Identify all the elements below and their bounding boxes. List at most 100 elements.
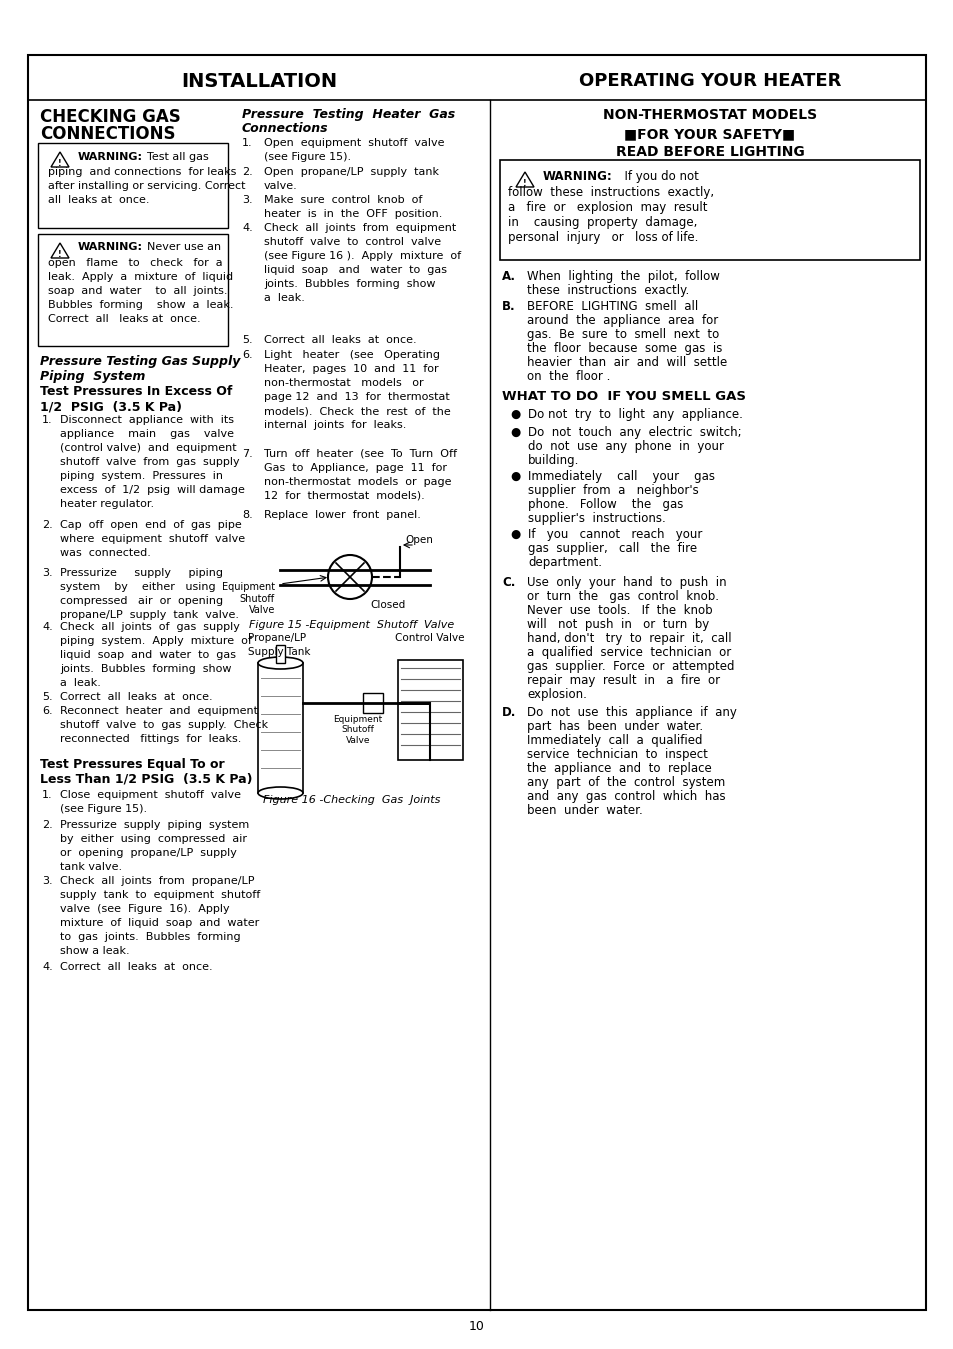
Text: Never  use  tools.   If  the  knob: Never use tools. If the knob [526, 604, 712, 616]
Text: heavier  than  air  and  will  settle: heavier than air and will settle [526, 356, 726, 370]
Text: 1.: 1. [42, 415, 52, 425]
Text: follow  these  instructions  exactly,: follow these instructions exactly, [507, 186, 714, 200]
Text: joints.  Bubbles  forming  show: joints. Bubbles forming show [264, 279, 435, 289]
Text: READ BEFORE LIGHTING: READ BEFORE LIGHTING [615, 144, 803, 159]
Text: (see Figure 15).: (see Figure 15). [264, 152, 351, 162]
Text: explosion.: explosion. [526, 688, 586, 701]
Text: ●: ● [510, 527, 519, 541]
Text: building.: building. [527, 455, 578, 467]
Text: ●: ● [510, 407, 519, 421]
Text: piping  system.  Pressures  in: piping system. Pressures in [60, 471, 223, 482]
Text: Pressurize  supply  piping  system: Pressurize supply piping system [60, 820, 249, 830]
Text: gas  supplier.  Force  or  attempted: gas supplier. Force or attempted [526, 660, 734, 673]
Text: mixture  of  liquid  soap  and  water: mixture of liquid soap and water [60, 919, 259, 928]
Text: page 12  and  13  for  thermostat: page 12 and 13 for thermostat [264, 393, 449, 402]
Text: piping  system.  Apply  mixture  of: piping system. Apply mixture of [60, 635, 252, 646]
Text: WARNING:: WARNING: [542, 170, 612, 183]
Polygon shape [51, 243, 69, 258]
Text: Do not  try  to  light  any  appliance.: Do not try to light any appliance. [527, 407, 742, 421]
Text: been  under  water.: been under water. [526, 804, 642, 817]
Text: personal  injury   or   loss of life.: personal injury or loss of life. [507, 231, 698, 244]
Text: was  connected.: was connected. [60, 548, 151, 558]
Text: part  has  been  under  water.: part has been under water. [526, 720, 702, 733]
Text: 2.: 2. [42, 519, 52, 530]
Text: a  leak.: a leak. [60, 679, 101, 688]
Text: 10: 10 [469, 1321, 484, 1333]
Text: these  instructions  exactly.: these instructions exactly. [526, 285, 688, 297]
Text: Never use an: Never use an [140, 241, 221, 252]
Text: or  turn  the   gas  control  knob.: or turn the gas control knob. [526, 590, 719, 603]
Text: 8.: 8. [242, 510, 253, 519]
Text: propane/LP  supply  tank  valve.: propane/LP supply tank valve. [60, 610, 239, 621]
Text: repair  may  result  in   a  fire  or: repair may result in a fire or [526, 674, 720, 687]
Text: internal  joints  for  leaks.: internal joints for leaks. [264, 420, 406, 430]
Text: Open  propane/LP  supply  tank: Open propane/LP supply tank [264, 167, 438, 177]
Text: a   fire  or   explosion  may  result: a fire or explosion may result [507, 201, 707, 214]
Polygon shape [516, 173, 534, 188]
Text: Reconnect  heater  and  equipment: Reconnect heater and equipment [60, 706, 257, 716]
Text: 3.: 3. [242, 196, 253, 205]
Text: WARNING:: WARNING: [78, 241, 143, 252]
Text: 5.: 5. [242, 335, 253, 345]
Text: Bubbles  forming    show  a  leak.: Bubbles forming show a leak. [48, 299, 233, 310]
Text: shutoff  valve  from  gas  supply: shutoff valve from gas supply [60, 457, 239, 467]
Text: Pressure  Testing  Heater  Gas: Pressure Testing Heater Gas [242, 108, 455, 121]
Text: Equipment
Shutoff
Valve: Equipment Shutoff Valve [333, 715, 382, 745]
Text: Correct  all  leaks  at  once.: Correct all leaks at once. [60, 962, 213, 973]
Text: 2.: 2. [242, 167, 253, 177]
Text: hand, don't   try  to  repair  it,  call: hand, don't try to repair it, call [526, 631, 731, 645]
Text: tank valve.: tank valve. [60, 862, 122, 871]
Bar [257, 662, 303, 793]
Text: Control Valve: Control Valve [395, 633, 464, 643]
Text: supply  tank  to  equipment  shutoff: supply tank to equipment shutoff [60, 890, 260, 900]
Text: Turn  off  heater  (see  To  Turn  Off: Turn off heater (see To Turn Off [264, 449, 456, 459]
Text: Check  all  joints  from  propane/LP: Check all joints from propane/LP [60, 876, 254, 886]
Text: 4.: 4. [42, 622, 52, 631]
Text: non-thermostat   models   or: non-thermostat models or [264, 378, 423, 389]
Text: supplier  from  a   neighbor's: supplier from a neighbor's [527, 484, 698, 496]
Text: a  qualified  service  technician  or: a qualified service technician or [526, 646, 731, 660]
Text: Gas  to  Appliance,  page  11  for: Gas to Appliance, page 11 for [264, 463, 447, 473]
Bar [397, 660, 462, 759]
Text: models).  Check  the  rest  of  the: models). Check the rest of the [264, 406, 450, 415]
Text: Do  not  use  this  appliance  if  any: Do not use this appliance if any [526, 706, 736, 719]
Text: 4.: 4. [42, 962, 52, 973]
Text: If you do not: If you do not [617, 170, 699, 183]
Text: Immediately    call    your    gas: Immediately call your gas [527, 469, 714, 483]
Text: !: ! [522, 179, 526, 188]
Text: where  equipment  shutoff  valve: where equipment shutoff valve [60, 534, 245, 544]
Text: When  lighting  the  pilot,  follow: When lighting the pilot, follow [526, 270, 720, 283]
Text: Connections: Connections [242, 121, 328, 135]
Text: Heater,  pages  10  and  11  for: Heater, pages 10 and 11 for [264, 364, 438, 374]
Text: Cap  off  open  end  of  gas  pipe: Cap off open end of gas pipe [60, 519, 241, 530]
Text: Supply Tank: Supply Tank [248, 648, 310, 657]
Text: valve.: valve. [264, 181, 297, 192]
Text: and  any  gas  control  which  has: and any gas control which has [526, 791, 725, 803]
Text: WHAT TO DO  IF YOU SMELL GAS: WHAT TO DO IF YOU SMELL GAS [501, 390, 745, 403]
Text: Open  equipment  shutoff  valve: Open equipment shutoff valve [264, 138, 444, 148]
Text: Correct  all  leaks  at  once.: Correct all leaks at once. [264, 335, 416, 345]
Text: liquid  soap   and   water  to  gas: liquid soap and water to gas [264, 264, 447, 275]
Text: on  the  floor .: on the floor . [526, 370, 610, 383]
Text: 1/2  PSIG  (3.5 K Pa): 1/2 PSIG (3.5 K Pa) [40, 401, 182, 413]
Text: excess  of  1/2  psig  will damage: excess of 1/2 psig will damage [60, 486, 245, 495]
Ellipse shape [257, 786, 303, 799]
Text: If   you   cannot   reach   your: If you cannot reach your [527, 527, 701, 541]
Text: !: ! [58, 159, 62, 169]
Text: Close  equipment  shutoff  valve: Close equipment shutoff valve [60, 791, 241, 800]
Text: 1.: 1. [242, 138, 253, 148]
Bar [275, 645, 285, 662]
Text: ■FOR YOUR SAFETY■: ■FOR YOUR SAFETY■ [624, 127, 795, 142]
Text: !: ! [58, 250, 62, 259]
Text: the  appliance  and  to  replace: the appliance and to replace [526, 762, 711, 774]
Text: Make  sure  control  knob  of: Make sure control knob of [264, 196, 422, 205]
Text: ●: ● [510, 426, 519, 438]
Text: Figure 15 -Equipment  Shutoff  Valve: Figure 15 -Equipment Shutoff Valve [249, 621, 455, 630]
Text: a  leak.: a leak. [264, 293, 305, 304]
Text: Light   heater   (see   Operating: Light heater (see Operating [264, 349, 439, 360]
Text: the  floor  because  some  gas  is: the floor because some gas is [526, 343, 721, 355]
Text: after installing or servicing. Correct: after installing or servicing. Correct [48, 181, 245, 192]
Text: shutoff  valve  to  control  valve: shutoff valve to control valve [264, 237, 440, 247]
Text: 6.: 6. [42, 706, 52, 716]
Bar [499, 161, 919, 260]
